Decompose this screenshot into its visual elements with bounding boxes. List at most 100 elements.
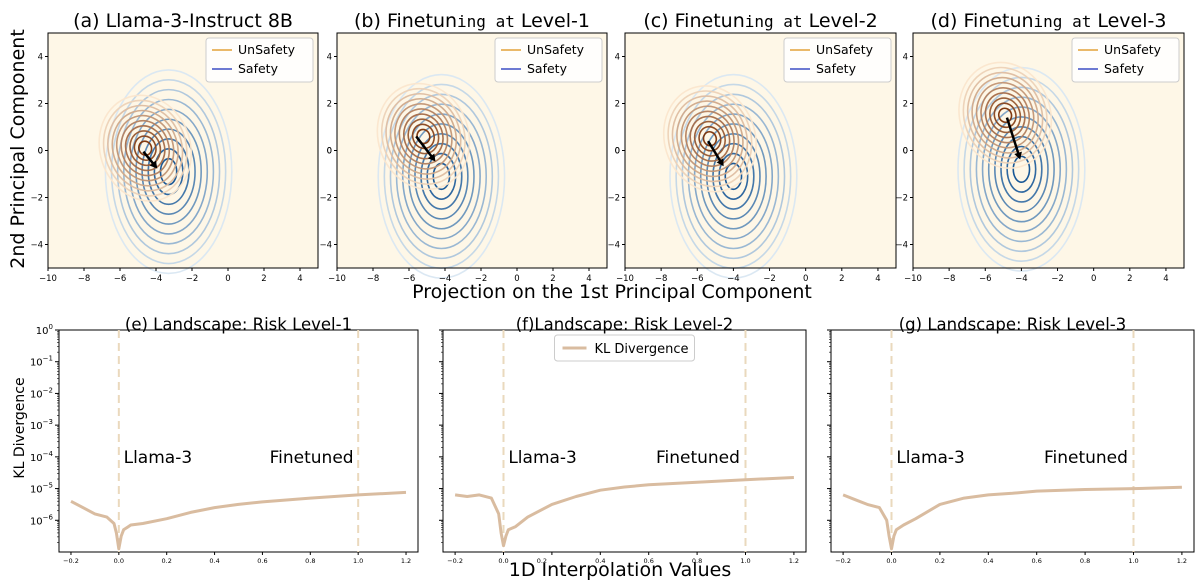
unsafety-contour bbox=[680, 105, 740, 173]
contour-group bbox=[957, 61, 1086, 272]
legend-label-unsafety: UnSafety bbox=[527, 42, 585, 57]
unsafety-contour bbox=[398, 108, 449, 165]
safety-contour bbox=[1012, 155, 1031, 184]
x-tick-label: 0.2 bbox=[162, 557, 172, 565]
contour-group bbox=[98, 69, 233, 275]
annotation-label: Llama-3 bbox=[124, 448, 193, 468]
x-tick-label: 0.4 bbox=[595, 557, 605, 565]
contour-group bbox=[376, 73, 506, 279]
x-tick-label: 1.2 bbox=[1177, 557, 1187, 565]
unsafety-contour bbox=[671, 95, 749, 183]
y-tick-label: −2 bbox=[319, 194, 332, 204]
y-tick-label: −2 bbox=[607, 194, 620, 204]
y-tick-label: 2 bbox=[327, 100, 332, 110]
unsafety-contour bbox=[115, 114, 175, 182]
panel-title: (d) Finetuning at Level-3 bbox=[931, 10, 1167, 32]
x-tick-label: 0.6 bbox=[1032, 557, 1042, 565]
x-tick-label: −2 bbox=[1051, 274, 1064, 284]
legend-box bbox=[554, 334, 695, 362]
x-tick-label: −4 bbox=[150, 274, 163, 284]
shift-arrow bbox=[1005, 117, 1021, 158]
x-tick-label: 0.6 bbox=[644, 557, 654, 565]
x-tick-label: 0 bbox=[1091, 274, 1096, 284]
safety-contour bbox=[420, 142, 463, 210]
y-tick-label: 10−2 bbox=[30, 386, 53, 400]
x-tick-label: 0.0 bbox=[114, 557, 124, 565]
safety-contour bbox=[1006, 145, 1037, 193]
legend-box bbox=[205, 37, 314, 83]
panel-title: (e) Landscape: Risk Level-1 bbox=[125, 315, 352, 334]
y-tick-label: 10−1 bbox=[30, 355, 53, 369]
unsafety-contour bbox=[411, 123, 435, 150]
safety-contour bbox=[987, 116, 1055, 223]
x-tick-label: 2 bbox=[839, 274, 844, 284]
legend-label-unsafety: UnSafety bbox=[1104, 42, 1162, 57]
x-tick-label: 0.4 bbox=[209, 557, 219, 565]
legend-label-unsafety: UnSafety bbox=[238, 42, 296, 57]
x-tick-label: −6 bbox=[403, 274, 416, 284]
x-tick-label: 1.2 bbox=[789, 557, 799, 565]
plot-frame bbox=[442, 329, 807, 553]
x-tick-label: −2 bbox=[186, 274, 199, 284]
y-tick-label: 10−4 bbox=[30, 450, 54, 464]
annotation-label: Finetuned bbox=[1044, 448, 1128, 468]
y-tick-label: −4 bbox=[30, 241, 43, 251]
x-tick-label: 4 bbox=[586, 274, 591, 284]
x-tick-label: 1.0 bbox=[740, 557, 750, 565]
unsafety-contour bbox=[676, 100, 744, 178]
unsafety-contour bbox=[389, 98, 458, 175]
unsafety-contour bbox=[107, 104, 184, 192]
safety-contour bbox=[994, 125, 1049, 213]
unsafety-contour bbox=[662, 85, 757, 193]
x-tick-label: −4 bbox=[1015, 274, 1028, 284]
unsafety-contour bbox=[693, 120, 726, 157]
unsafety-contour bbox=[98, 94, 193, 202]
x-tick-label: 4 bbox=[297, 274, 302, 284]
x-tick-label: −2 bbox=[763, 274, 776, 284]
shift-arrow-head bbox=[1014, 151, 1022, 160]
x-tick-label: −6 bbox=[979, 274, 992, 284]
unsafety-contour bbox=[958, 61, 1053, 169]
legend-label-unsafety: UnSafety bbox=[816, 42, 874, 57]
x-tick-label: 0.8 bbox=[692, 557, 702, 565]
y-tick-label: −4 bbox=[895, 241, 908, 251]
shift-arrow-head bbox=[149, 160, 158, 169]
unsafety-contour bbox=[102, 99, 188, 197]
kl-panel-2: Llama-3 Finetuned −0.2 0.0 0.2 0.4 0.6 0.8 1.0 1.… bbox=[439, 315, 807, 565]
kl-panel-3: Llama-3 Finetuned −0.2 0.0 0.2 0.4 0.6 0.8 1.0 1.… bbox=[827, 315, 1195, 565]
bottom-y-axis-label: KL Divergence bbox=[12, 377, 28, 478]
annotation-label: Finetuned bbox=[656, 448, 740, 468]
unsafety-contour bbox=[962, 66, 1048, 164]
x-tick-label: 0 bbox=[803, 274, 808, 284]
x-tick-label: 1.2 bbox=[401, 557, 411, 565]
unsafety-contour bbox=[376, 82, 471, 191]
unsafety-contour bbox=[129, 130, 162, 167]
y-tick-label: −2 bbox=[895, 194, 908, 204]
safety-contour bbox=[669, 73, 798, 279]
x-tick-label: −10 bbox=[616, 274, 634, 284]
legend-label: KL Divergence bbox=[595, 342, 689, 357]
x-tick-label: 1.0 bbox=[1128, 557, 1138, 565]
panel-title: (b) Finetuning at Level-1 bbox=[354, 10, 590, 32]
x-tick-label: 0.8 bbox=[1080, 557, 1090, 565]
safety-contour bbox=[408, 123, 475, 230]
panel-title: (c) Finetuning at Level-2 bbox=[643, 10, 877, 32]
x-tick-label: −0.2 bbox=[835, 557, 851, 565]
x-tick-label: 0.0 bbox=[886, 557, 896, 565]
annotation-label: Llama-3 bbox=[508, 448, 577, 468]
unsafety-contour bbox=[685, 110, 735, 167]
legend-box bbox=[783, 37, 892, 83]
x-tick-label: 0.2 bbox=[935, 557, 945, 565]
y-tick-label: 4 bbox=[327, 53, 332, 63]
safety-contour bbox=[724, 162, 743, 191]
x-tick-label: −8 bbox=[655, 274, 668, 284]
x-tick-label: −8 bbox=[367, 274, 380, 284]
y-tick-label: 100 bbox=[36, 323, 53, 337]
top-y-axis-label: 2nd Principal Component bbox=[7, 29, 29, 269]
y-tick-label: 4 bbox=[38, 53, 43, 63]
x-tick-label: 2 bbox=[261, 274, 266, 284]
